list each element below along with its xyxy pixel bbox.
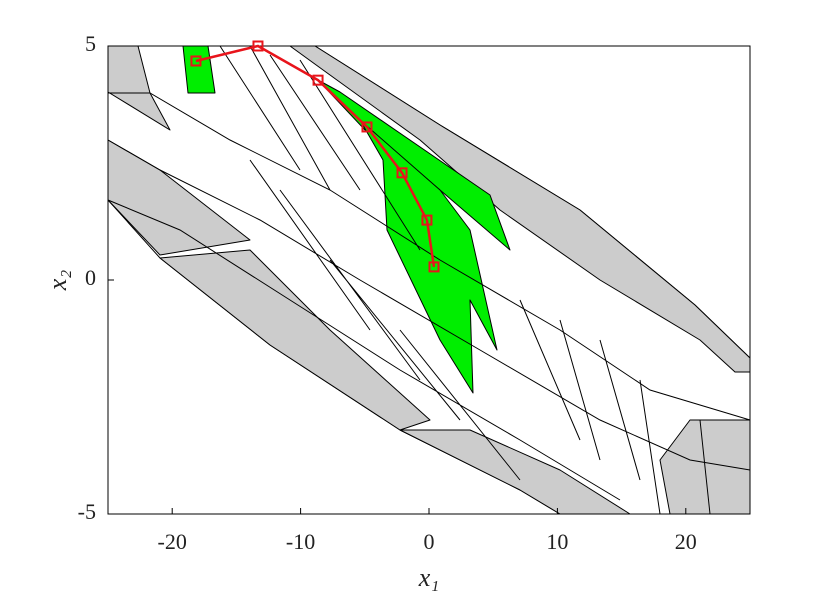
- trajectory-point: [396, 167, 408, 179]
- trajectory-point: [190, 55, 202, 67]
- y-tick-label: 5: [85, 31, 96, 56]
- trajectory: [195, 44, 436, 268]
- trajectory-point: [428, 261, 440, 273]
- x-tick-label: 10: [546, 529, 568, 554]
- x-axis-label: x₁: [418, 563, 440, 592]
- trajectory-point: [252, 40, 264, 52]
- y-tick-label: 0: [85, 265, 96, 290]
- trajectory-point: [361, 121, 373, 133]
- x-tick-label: -10: [286, 529, 315, 554]
- y-tick-label: -5: [78, 499, 96, 524]
- partition: [107, 45, 751, 515]
- y-axis-label: x₂: [43, 270, 72, 292]
- region: [159, 249, 431, 431]
- trajectory-point: [421, 214, 433, 226]
- trajectory-point: [312, 74, 324, 86]
- region-edges: [107, 45, 751, 515]
- x-tick-label: 20: [675, 529, 697, 554]
- x-tick-label: 0: [424, 529, 435, 554]
- region: [289, 45, 751, 373]
- x-tick-label: -20: [158, 529, 187, 554]
